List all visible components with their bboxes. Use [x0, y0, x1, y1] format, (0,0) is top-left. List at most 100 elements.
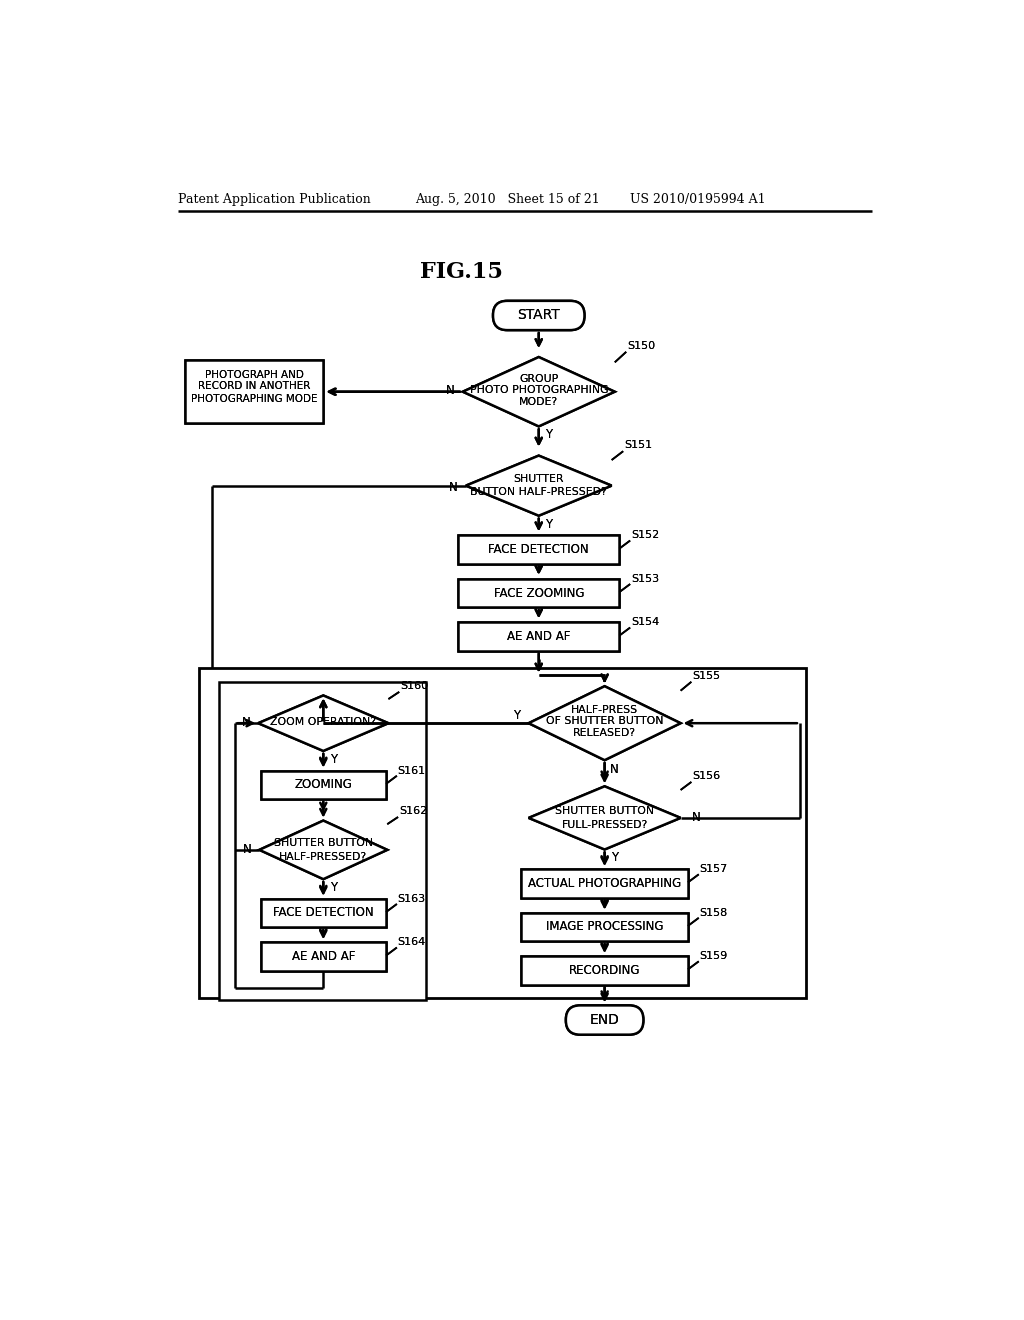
- Text: RECORDING: RECORDING: [569, 964, 640, 977]
- Text: S163: S163: [397, 894, 426, 904]
- Text: S150: S150: [627, 341, 655, 351]
- Text: PHOTOGRAPHING MODE: PHOTOGRAPHING MODE: [191, 393, 317, 404]
- Text: ZOOM OPERATION?: ZOOM OPERATION?: [270, 718, 376, 727]
- Text: PHOTOGRAPH AND: PHOTOGRAPH AND: [205, 370, 304, 380]
- Text: S155: S155: [692, 671, 720, 681]
- Text: FACE ZOOMING: FACE ZOOMING: [494, 586, 584, 599]
- Text: S153: S153: [631, 574, 659, 583]
- FancyBboxPatch shape: [458, 536, 620, 564]
- Text: ZOOMING: ZOOMING: [294, 779, 352, 791]
- Text: END: END: [590, 1012, 620, 1027]
- Text: Patent Application Publication: Patent Application Publication: [178, 194, 371, 206]
- Text: SHUTTER: SHUTTER: [513, 474, 564, 484]
- Text: Y: Y: [330, 752, 337, 766]
- Text: HALF-PRESS: HALF-PRESS: [571, 705, 638, 715]
- Text: IMAGE PROCESSING: IMAGE PROCESSING: [546, 920, 664, 933]
- Text: Y: Y: [545, 428, 552, 441]
- Text: FULL-PRESSED?: FULL-PRESSED?: [561, 820, 648, 830]
- Text: FACE ZOOMING: FACE ZOOMING: [494, 586, 584, 599]
- Text: S161: S161: [397, 766, 426, 776]
- FancyBboxPatch shape: [566, 1006, 643, 1035]
- Text: BUTTON HALF-PRESSED?: BUTTON HALF-PRESSED?: [470, 487, 607, 496]
- Text: N: N: [243, 715, 251, 729]
- FancyBboxPatch shape: [458, 622, 620, 651]
- Text: N: N: [244, 842, 252, 855]
- Text: S162: S162: [399, 807, 427, 816]
- Text: SHUTTER: SHUTTER: [513, 474, 564, 484]
- Text: MODE?: MODE?: [519, 397, 558, 408]
- Text: N: N: [610, 763, 620, 776]
- Polygon shape: [466, 455, 611, 516]
- Text: Y: Y: [545, 517, 552, 531]
- Text: AE AND AF: AE AND AF: [292, 950, 355, 964]
- Polygon shape: [258, 696, 388, 751]
- Text: N: N: [610, 763, 620, 776]
- Text: S160: S160: [400, 681, 428, 690]
- Text: ZOOMING: ZOOMING: [294, 779, 352, 791]
- Text: START: START: [517, 309, 560, 322]
- Text: Y: Y: [545, 428, 552, 441]
- Polygon shape: [528, 686, 681, 760]
- FancyBboxPatch shape: [260, 771, 386, 799]
- Text: SHUTTER BUTTON: SHUTTER BUTTON: [273, 838, 373, 847]
- Polygon shape: [463, 358, 614, 426]
- Text: FACE DETECTION: FACE DETECTION: [488, 543, 589, 556]
- Text: Y: Y: [545, 517, 552, 531]
- FancyBboxPatch shape: [185, 360, 324, 424]
- Text: S157: S157: [699, 865, 728, 874]
- Text: S152: S152: [631, 531, 659, 540]
- FancyBboxPatch shape: [458, 578, 620, 607]
- Text: S151: S151: [624, 441, 652, 450]
- Text: Y: Y: [513, 709, 520, 722]
- FancyBboxPatch shape: [260, 899, 386, 927]
- Text: N: N: [450, 482, 458, 495]
- FancyBboxPatch shape: [521, 869, 688, 898]
- Text: PHOTO PHOTOGRAPHING: PHOTO PHOTOGRAPHING: [469, 385, 608, 395]
- Text: HALF-PRESSED?: HALF-PRESSED?: [280, 851, 368, 862]
- FancyBboxPatch shape: [521, 956, 688, 985]
- Text: N: N: [446, 384, 455, 397]
- Text: S156: S156: [692, 771, 720, 781]
- Text: FACE DETECTION: FACE DETECTION: [488, 543, 589, 556]
- FancyBboxPatch shape: [260, 942, 386, 970]
- Text: Y: Y: [611, 850, 618, 863]
- Text: HALF-PRESS: HALF-PRESS: [571, 705, 638, 715]
- Text: N: N: [691, 812, 700, 825]
- Bar: [219, 681, 426, 1001]
- Text: AE AND AF: AE AND AF: [292, 950, 355, 964]
- Text: N: N: [450, 482, 458, 495]
- Text: HALF-PRESSED?: HALF-PRESSED?: [280, 851, 368, 862]
- Text: PHOTO PHOTOGRAPHING: PHOTO PHOTOGRAPHING: [469, 385, 608, 395]
- Text: FACE DETECTION: FACE DETECTION: [273, 907, 374, 920]
- Text: S153: S153: [631, 574, 659, 583]
- Text: US 2010/0195994 A1: US 2010/0195994 A1: [630, 194, 766, 206]
- Text: ZOOM OPERATION?: ZOOM OPERATION?: [270, 718, 376, 727]
- Text: Y: Y: [611, 850, 618, 863]
- Text: GROUP: GROUP: [519, 375, 558, 384]
- Polygon shape: [259, 821, 387, 879]
- Text: OF SHUTTER BUTTON: OF SHUTTER BUTTON: [546, 715, 664, 726]
- Polygon shape: [258, 696, 388, 751]
- FancyBboxPatch shape: [458, 536, 620, 564]
- Text: S154: S154: [631, 618, 659, 627]
- Text: GROUP: GROUP: [519, 375, 558, 384]
- Text: N: N: [446, 384, 455, 397]
- Text: OF SHUTTER BUTTON: OF SHUTTER BUTTON: [546, 715, 664, 726]
- Polygon shape: [259, 821, 387, 879]
- Text: S161: S161: [397, 766, 426, 776]
- Text: RECORDING: RECORDING: [569, 964, 640, 977]
- Text: S154: S154: [631, 618, 659, 627]
- Text: AE AND AF: AE AND AF: [507, 630, 570, 643]
- Text: S159: S159: [699, 952, 728, 961]
- Text: ACTUAL PHOTOGRAPHING: ACTUAL PHOTOGRAPHING: [528, 876, 681, 890]
- FancyBboxPatch shape: [260, 899, 386, 927]
- Text: SHUTTER BUTTON: SHUTTER BUTTON: [273, 838, 373, 847]
- Text: FACE DETECTION: FACE DETECTION: [273, 907, 374, 920]
- Bar: [200, 668, 806, 998]
- Text: Y: Y: [330, 880, 337, 894]
- Text: RELEASED?: RELEASED?: [573, 729, 636, 738]
- FancyBboxPatch shape: [521, 912, 688, 941]
- Text: Y: Y: [513, 709, 520, 722]
- FancyBboxPatch shape: [521, 956, 688, 985]
- FancyBboxPatch shape: [521, 869, 688, 898]
